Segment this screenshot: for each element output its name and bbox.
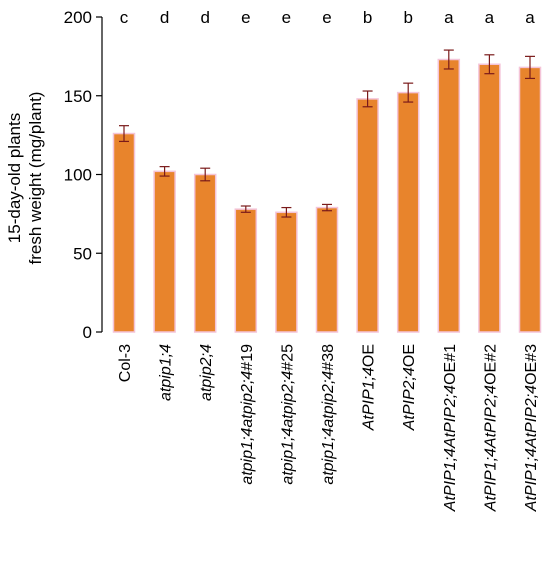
significance-letter: a — [485, 8, 495, 27]
bar — [112, 132, 136, 333]
bar — [153, 170, 176, 333]
bar — [315, 206, 339, 333]
bar — [478, 63, 501, 333]
bar — [518, 66, 542, 333]
significance-letter: b — [363, 8, 372, 27]
y-tick-label: 150 — [64, 87, 92, 106]
bar — [275, 211, 298, 333]
bar — [193, 173, 217, 333]
bar — [437, 58, 461, 333]
significance-letter: d — [160, 8, 169, 27]
bars — [112, 49, 542, 333]
y-tick-label: 50 — [73, 244, 92, 263]
x-tick-label: atpip1;4atpip2;4#38 — [320, 344, 337, 485]
significance-letter: c — [120, 8, 129, 27]
x-tick-label: Col-3 — [117, 344, 134, 382]
significance-letter: a — [444, 8, 454, 27]
bar — [356, 98, 379, 333]
significance-letter: a — [525, 8, 535, 27]
x-tick-label: AtPIP1;4AtPIP2;4OE#2 — [482, 344, 499, 512]
y-tick-label: 100 — [64, 166, 92, 185]
significance-letter: e — [282, 8, 291, 27]
x-tick-label: AtPIP1;4AtPIP2;4OE#3 — [523, 344, 540, 512]
y-axis-label-line1: 15-day-old plants — [5, 113, 24, 243]
x-tick-label: atpip1;4atpip2;4#25 — [279, 344, 296, 485]
bar — [234, 208, 258, 333]
y-tick-label: 0 — [83, 323, 92, 342]
x-axis-labels: Col-3 atpip1;4 atpip2;4 atpip1;4atpip2;4#19… — [117, 344, 540, 512]
significance-letter: e — [241, 8, 250, 27]
x-tick-label: atpip2;4 — [198, 344, 215, 401]
bar — [396, 91, 420, 333]
x-tick-label: AtPIP1;4OE — [361, 344, 378, 431]
x-tick-label: atpip1;4 — [158, 344, 175, 401]
y-axis-label-line2: fresh weight (mg/plant) — [26, 92, 45, 265]
significance-letter: d — [200, 8, 209, 27]
significance-letter: b — [403, 8, 412, 27]
y-axis: 0 50 100 150 200 — [64, 8, 103, 342]
x-tick-label: AtPIP1;4AtPIP2;4OE#1 — [442, 344, 459, 512]
significance-letter: e — [322, 8, 331, 27]
x-tick-label: AtPIP2;4OE — [401, 344, 418, 431]
y-tick-label: 200 — [64, 8, 92, 27]
x-tick-label: atpip1;4atpip2;4#19 — [239, 344, 256, 485]
